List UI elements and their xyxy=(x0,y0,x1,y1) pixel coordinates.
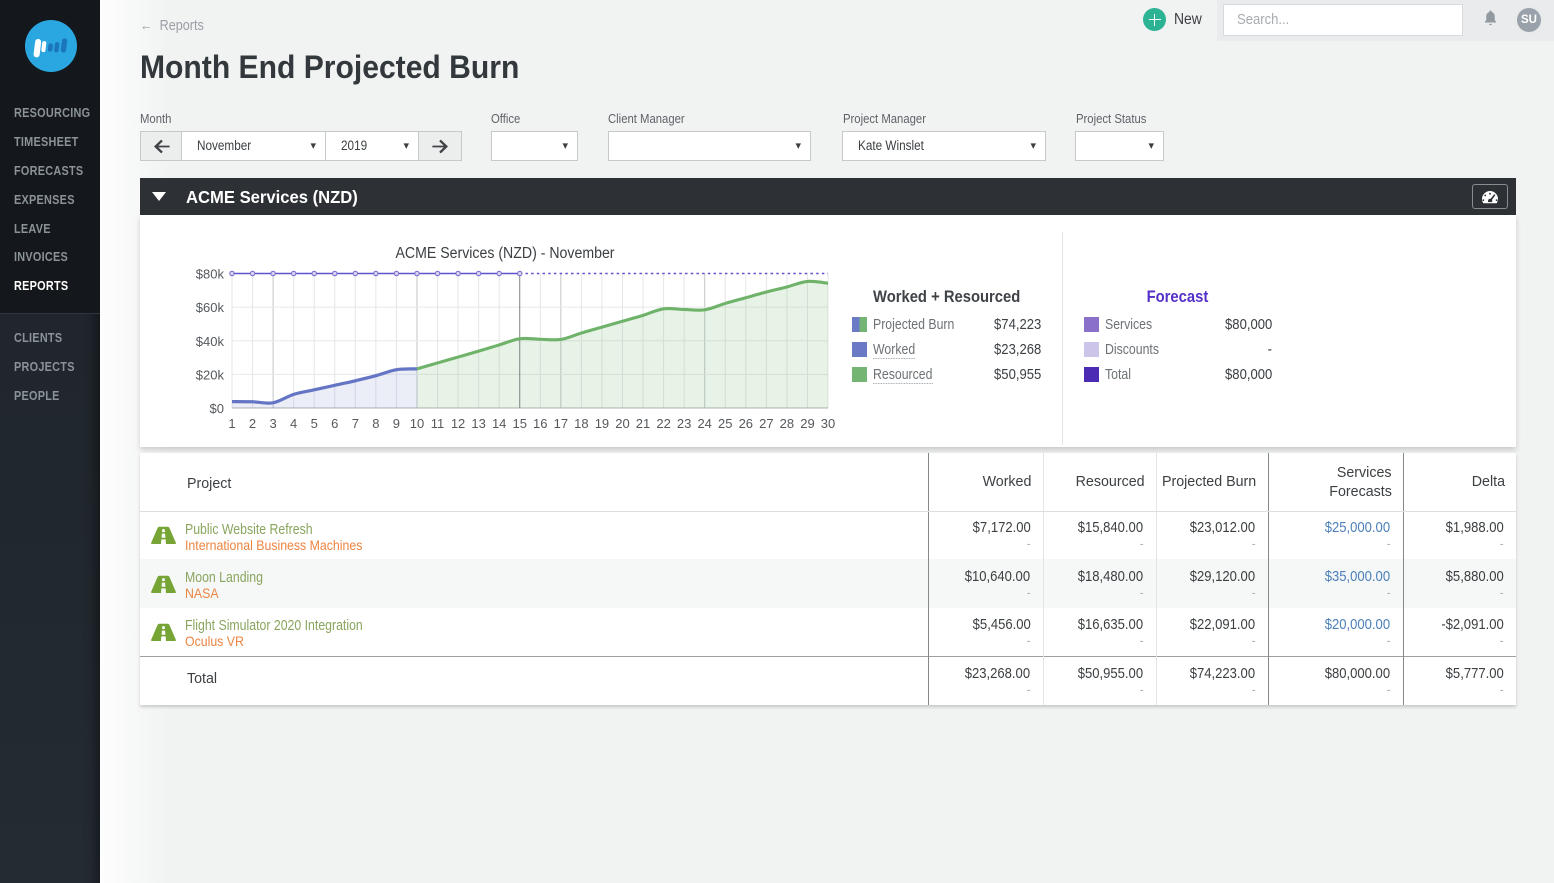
svg-text:$0: $0 xyxy=(210,401,224,416)
svg-text:13: 13 xyxy=(471,416,485,431)
svg-text:3: 3 xyxy=(269,416,276,431)
svg-text:11: 11 xyxy=(431,416,445,431)
svg-text:14: 14 xyxy=(492,416,506,431)
svg-text:7: 7 xyxy=(352,416,359,431)
svg-text:19: 19 xyxy=(595,416,609,431)
svg-text:1: 1 xyxy=(228,416,235,431)
svg-text:6: 6 xyxy=(331,416,338,431)
svg-text:24: 24 xyxy=(697,416,711,431)
svg-text:$80k: $80k xyxy=(196,267,225,282)
svg-text:27: 27 xyxy=(759,416,773,431)
svg-text:12: 12 xyxy=(451,416,465,431)
svg-text:2: 2 xyxy=(249,416,256,431)
svg-text:$40k: $40k xyxy=(196,334,225,349)
svg-text:ACME Services (NZD) - November: ACME Services (NZD) - November xyxy=(396,245,615,262)
svg-text:30: 30 xyxy=(821,416,835,431)
svg-text:4: 4 xyxy=(290,416,297,431)
svg-text:9: 9 xyxy=(393,416,400,431)
svg-text:10: 10 xyxy=(410,416,424,431)
svg-text:23: 23 xyxy=(677,416,691,431)
svg-text:16: 16 xyxy=(533,416,547,431)
svg-text:17: 17 xyxy=(554,416,568,431)
svg-text:29: 29 xyxy=(800,416,814,431)
svg-text:$60k: $60k xyxy=(196,300,225,315)
svg-text:8: 8 xyxy=(372,416,379,431)
svg-text:5: 5 xyxy=(311,416,318,431)
svg-text:25: 25 xyxy=(718,416,732,431)
svg-text:28: 28 xyxy=(780,416,794,431)
svg-text:15: 15 xyxy=(512,416,526,431)
svg-text:18: 18 xyxy=(574,416,588,431)
svg-text:$20k: $20k xyxy=(196,367,225,382)
svg-text:21: 21 xyxy=(636,416,650,431)
svg-text:26: 26 xyxy=(739,416,753,431)
svg-text:22: 22 xyxy=(656,416,670,431)
svg-text:20: 20 xyxy=(615,416,629,431)
